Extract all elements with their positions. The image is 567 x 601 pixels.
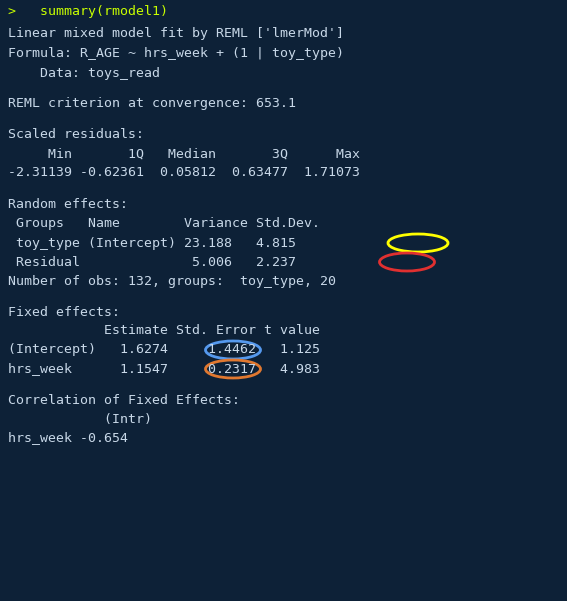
Text: Scaled residuals:: Scaled residuals:	[8, 129, 144, 141]
Text: (Intr): (Intr)	[8, 412, 152, 426]
Text: hrs_week -0.654: hrs_week -0.654	[8, 432, 128, 445]
Text: Random effects:: Random effects:	[8, 198, 128, 210]
Text: Groups   Name        Variance Std.Dev.: Groups Name Variance Std.Dev.	[8, 216, 320, 230]
Text: Fixed effects:: Fixed effects:	[8, 305, 120, 319]
Text: Data: toys_read: Data: toys_read	[8, 67, 160, 79]
Text: Number of obs: 132, groups:  toy_type, 20: Number of obs: 132, groups: toy_type, 20	[8, 275, 336, 287]
Text: Formula: R_AGE ~ hrs_week + (1 | toy_type): Formula: R_AGE ~ hrs_week + (1 | toy_typ…	[8, 46, 344, 59]
Text: Min       1Q   Median       3Q      Max: Min 1Q Median 3Q Max	[8, 147, 360, 160]
Text: -2.31139 -0.62361  0.05812  0.63477  1.71073: -2.31139 -0.62361 0.05812 0.63477 1.7107…	[8, 166, 360, 180]
Text: Linear mixed model fit by REML ['lmerMod']: Linear mixed model fit by REML ['lmerMod…	[8, 26, 344, 40]
Text: Correlation of Fixed Effects:: Correlation of Fixed Effects:	[8, 394, 240, 406]
Text: >   summary(rmodel1): > summary(rmodel1)	[8, 4, 168, 17]
Text: Residual              5.006   2.237: Residual 5.006 2.237	[8, 255, 296, 269]
Text: hrs_week      1.1547     0.2317   4.983: hrs_week 1.1547 0.2317 4.983	[8, 362, 320, 376]
Text: (Intercept)   1.6274     1.4462   1.125: (Intercept) 1.6274 1.4462 1.125	[8, 344, 320, 356]
Text: toy_type (Intercept) 23.188   4.815: toy_type (Intercept) 23.188 4.815	[8, 237, 296, 249]
Text: Estimate Std. Error t value: Estimate Std. Error t value	[8, 325, 320, 338]
Text: REML criterion at convergence: 653.1: REML criterion at convergence: 653.1	[8, 97, 296, 111]
